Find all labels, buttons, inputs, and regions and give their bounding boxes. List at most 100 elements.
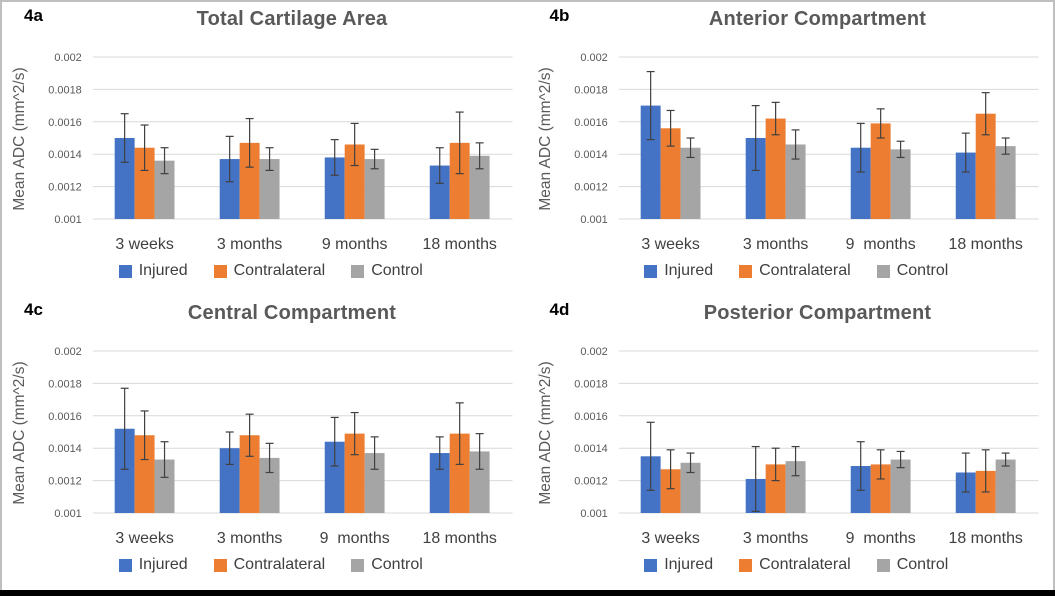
- error-bar-injured: [120, 113, 129, 163]
- x-category-label: 9 months: [322, 236, 388, 253]
- error-bar-injured: [961, 452, 970, 493]
- error-bar-injured: [646, 421, 655, 491]
- legend-item-injured: Injured: [118, 263, 188, 279]
- chart-title-total-cartilage-area: Total Cartilage Area: [196, 8, 388, 30]
- bar-control: [890, 459, 911, 513]
- error-bar-control: [370, 436, 379, 470]
- bar-control: [259, 159, 280, 219]
- bar-control: [469, 451, 490, 513]
- bar-control: [364, 159, 385, 219]
- error-bar-contralateral: [771, 447, 780, 482]
- error-bar-contralateral: [666, 109, 675, 147]
- bar-contralateral: [765, 464, 786, 513]
- legend-item-injured: Injured: [644, 557, 713, 573]
- x-category-label: 9 months: [320, 530, 390, 547]
- bar-control: [995, 146, 1016, 219]
- bar-contralateral: [975, 113, 996, 219]
- error-bar-injured: [330, 416, 339, 467]
- bar-injured: [429, 453, 450, 513]
- legend-swatch-contralateral-icon: [213, 264, 227, 278]
- legend-swatch-contralateral-icon: [739, 264, 753, 278]
- x-category-label: 18 months: [422, 530, 496, 547]
- panel-label-4d: 4d: [549, 300, 570, 319]
- bar-contralateral: [870, 123, 891, 219]
- legend-swatch-injured-icon: [118, 558, 132, 572]
- y-tick-label: 0.0018: [574, 84, 608, 96]
- legend-label-contralateral: Contralateral: [759, 262, 851, 279]
- error-bar-contralateral: [455, 111, 464, 175]
- legend-swatch-injured-icon: [644, 558, 658, 572]
- error-bar-control: [896, 450, 905, 469]
- x-category-label: 3 months: [742, 236, 808, 253]
- legend-swatch-control-icon: [876, 558, 890, 572]
- bar-injured: [745, 138, 766, 219]
- legend-swatch-control-icon: [876, 264, 890, 278]
- y-axis-title: Mean ADC (mm^2/s): [11, 361, 28, 504]
- y-tick-label: 0.0012: [48, 182, 82, 194]
- y-tick-label: 0.0014: [574, 149, 608, 161]
- error-bar-control: [686, 137, 695, 159]
- error-bar-contralateral: [140, 124, 149, 171]
- error-bar-injured: [225, 135, 234, 183]
- panel-label-4a: 4a: [24, 6, 43, 25]
- error-bar-injured: [646, 70, 655, 141]
- bar-injured: [324, 157, 345, 219]
- error-bar-injured: [330, 139, 339, 176]
- bar-contralateral: [660, 128, 681, 219]
- y-tick-label: 0.0018: [48, 84, 82, 96]
- error-bar-control: [370, 148, 379, 170]
- error-bar-injured: [435, 147, 444, 184]
- legend-swatch-contralateral-icon: [213, 558, 227, 572]
- error-bar-injured: [856, 122, 865, 173]
- y-tick-label: 0.0014: [48, 443, 82, 455]
- error-bar-injured: [751, 445, 760, 512]
- x-category-label: 3 weeks: [115, 236, 174, 253]
- x-category-label: 3 weeks: [115, 530, 174, 547]
- bar-control: [364, 453, 385, 513]
- legend-item-contralateral: Contralateral: [213, 263, 325, 279]
- y-tick-label: 0.0018: [48, 378, 82, 390]
- y-tick-label: 0.0014: [48, 149, 82, 161]
- bar-contralateral: [239, 142, 260, 219]
- bar-injured: [955, 152, 976, 219]
- y-axis-title: Mean ADC (mm^2/s): [536, 67, 553, 210]
- bar-contralateral: [449, 433, 470, 513]
- error-bar-injured: [961, 132, 970, 173]
- legend-swatch-injured-icon: [118, 264, 132, 278]
- bar-injured: [114, 138, 135, 219]
- legend-label-control: Control: [896, 556, 949, 573]
- error-bar-contralateral: [666, 449, 675, 490]
- error-bar-control: [475, 433, 484, 470]
- error-bar-contralateral: [350, 411, 359, 456]
- x-category-label: 3 months: [217, 236, 283, 253]
- bar-control: [890, 149, 911, 219]
- error-bar-contralateral: [981, 449, 990, 493]
- error-bar-contralateral: [455, 402, 464, 465]
- legend-item-control: Control: [351, 557, 423, 573]
- y-tick-label: 0.0016: [574, 117, 608, 129]
- legend-item-contralateral: Contralateral: [739, 263, 851, 279]
- error-bar-control: [160, 147, 169, 175]
- bar-contralateral: [344, 433, 365, 513]
- chart-legend: Injured Contralateral Control: [540, 260, 1054, 282]
- legend-label-contralateral: Contralateral: [233, 556, 326, 573]
- chart-panel-posterior-compartment: 4d Posterior Compartment 0.001 0.0012 0.00…: [528, 296, 1054, 590]
- error-bar-control: [475, 142, 484, 170]
- error-bar-control: [265, 147, 274, 171]
- bar-injured: [640, 105, 661, 219]
- y-tick-label: 0.0012: [48, 476, 82, 488]
- legend-item-contralateral: Contralateral: [739, 557, 851, 573]
- bar-contralateral: [870, 464, 891, 513]
- bar-injured: [429, 165, 450, 219]
- bar-injured: [219, 448, 240, 513]
- bar-injured: [219, 159, 240, 219]
- chart-legend: Injured Contralateral Control: [14, 554, 528, 576]
- y-tick-label: 0.0016: [574, 411, 608, 423]
- error-bar-control: [160, 441, 169, 478]
- bar-chart-central-compartment: 0.001 0.0012 0.0014 0.0016 0.0018 0.002 Mean A…: [11, 346, 513, 547]
- error-bar-injured: [120, 387, 129, 470]
- legend-label-injured: Injured: [664, 556, 714, 573]
- bar-control: [469, 155, 490, 219]
- error-bar-contralateral: [140, 410, 149, 461]
- error-bar-injured: [435, 436, 444, 470]
